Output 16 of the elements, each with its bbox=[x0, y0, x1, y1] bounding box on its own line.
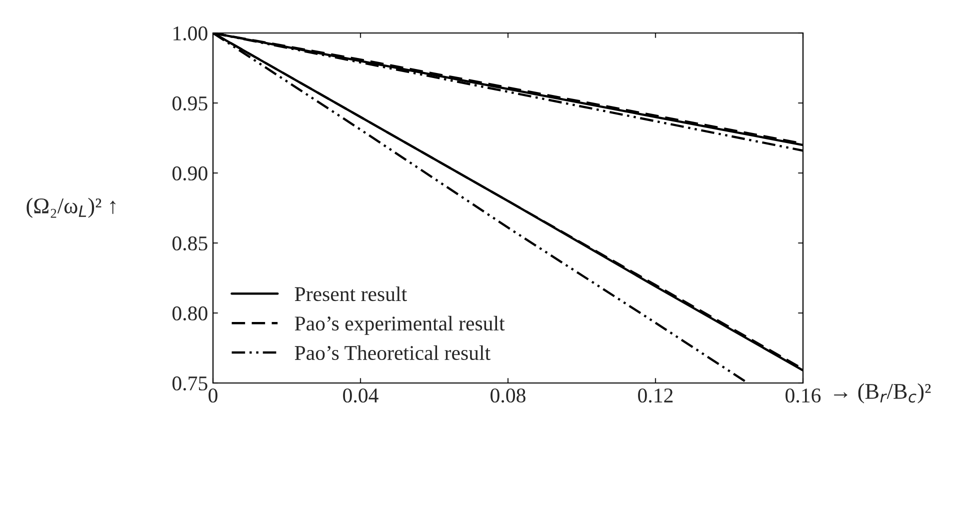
x-tick-label: 0 bbox=[208, 388, 218, 403]
y-tick-label: 0.90 bbox=[172, 166, 208, 181]
x-tick-label: 0.04 bbox=[343, 388, 378, 403]
legend-label: Pao’s experimental result bbox=[294, 316, 505, 335]
x-axis-title: → (B$_{r}$/B$_{c}$)² bbox=[834, 383, 931, 404]
y-tick-label: 0.80 bbox=[172, 306, 208, 321]
y-axis-title: (Ω₂/ω$_{L}$)² ↑ bbox=[26, 198, 116, 218]
y-tick-label: 1.00 bbox=[174, 26, 208, 41]
x-tick-label: 0.16 bbox=[786, 388, 821, 403]
y-tick-label: 0.75 bbox=[172, 376, 208, 391]
x-tick-label: 0.12 bbox=[638, 388, 673, 403]
legend-label: Pao’s Theoretical result bbox=[294, 345, 490, 360]
y-tick-label: 0.95 bbox=[172, 96, 208, 111]
legend-label: Present result bbox=[294, 286, 407, 302]
x-tick-label: 0.08 bbox=[490, 388, 526, 403]
y-tick-label: 0.85 bbox=[172, 236, 208, 251]
